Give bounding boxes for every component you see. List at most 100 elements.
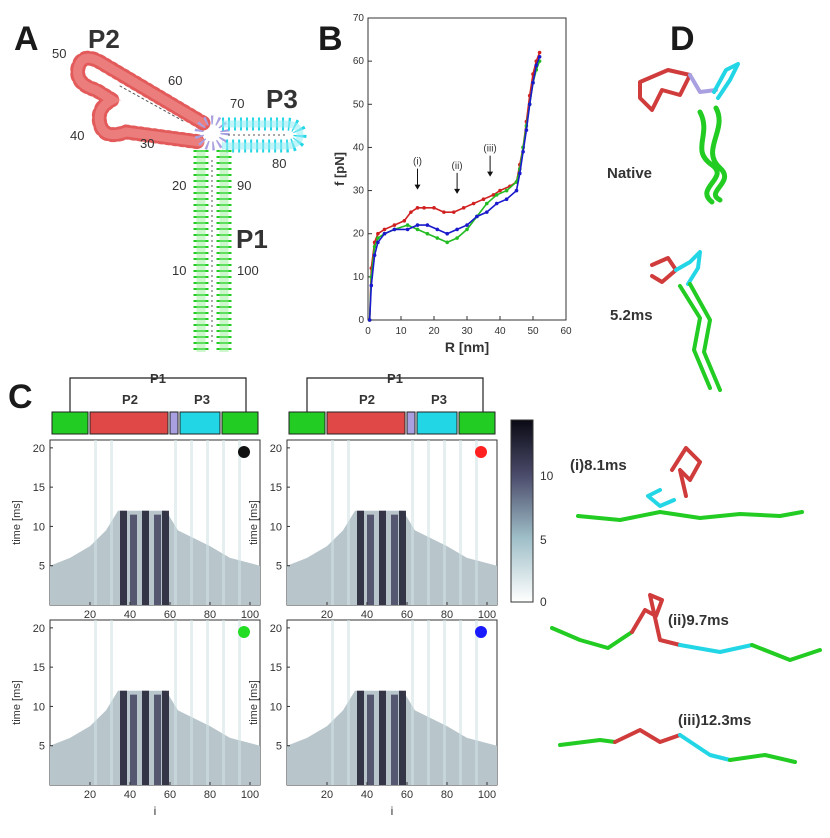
data-point [415,223,420,227]
panel-letter-a: A [14,20,39,58]
contact-stripe [130,514,137,605]
contact-streak [174,620,177,785]
data-point [382,231,387,236]
data-point [455,236,459,240]
data-point [494,193,499,197]
y-tick-label: 5 [39,561,45,573]
annotation-arrowhead [454,188,461,194]
data-point [537,55,542,59]
data-point [409,210,413,214]
domain-segment [416,411,458,435]
y-tick-label: 5 [39,741,45,753]
x-tick-label: 0 [365,326,371,337]
y-axis-label: time [ms] [11,500,23,545]
data-point [498,188,502,193]
x-tick-label: 20 [428,326,440,337]
y-tick-label: 40 [353,142,365,153]
contact-streak [347,620,350,785]
domain-segment [458,411,496,435]
data-point [422,206,426,210]
data-point [435,236,440,240]
snapshot-label-iii: (iii)12.3ms [678,712,751,729]
residue-number: 90 [237,178,251,193]
x-tick-label: 100 [241,609,259,621]
contact-streak [238,440,241,605]
x-tick-label: 40 [361,789,373,801]
trajectory-marker [475,446,487,458]
data-point [405,223,410,227]
data-point [514,188,519,193]
contact-streak [427,620,430,785]
snapshot-label-native: Native [607,165,652,182]
panel-letter-b: B [318,20,343,58]
y-axis-label: f [pN] [332,152,347,186]
data-point [521,149,525,154]
x-tick-label: 100 [478,609,496,621]
x-axis-label: i [391,804,394,818]
data-point [367,318,372,322]
contact-streak [238,620,241,785]
y-tick-label: 10 [33,701,45,713]
x-tick-label: 20 [321,609,333,621]
contact-stripe [130,694,137,785]
data-point [372,244,377,249]
data-point [376,236,380,240]
contact-stripe [162,510,169,605]
snapshot-label-ii: (ii)9.7ms [668,612,729,629]
contact-stripe [142,510,149,605]
y-tick-label: 10 [270,701,282,713]
data-point [537,50,542,55]
contact-streak [110,620,113,785]
x-tick-label: 100 [241,789,259,801]
x-axis-label: i [154,804,157,818]
data-point [415,227,420,232]
annotation-arrowhead [487,171,494,177]
contact-stripe [154,694,161,785]
data-point [485,210,489,214]
bar-label-p3: P3 [431,392,447,407]
contact-streak [222,620,225,785]
annotation-arrowhead [414,184,421,190]
y-tick-label: 70 [353,13,365,24]
data-point [415,206,420,210]
contact-streak [94,440,97,605]
contact-stripe [367,694,374,785]
domain-segment [89,411,169,435]
x-tick-label: 60 [164,609,176,621]
x-tick-label: 40 [494,326,506,337]
data-point [485,201,489,206]
bar-label-p3: P3 [194,392,210,407]
data-point [524,128,529,132]
heatmap-panel: 20 40 60 80 100 5 10 15 20 time [ms] [11,439,261,621]
bar-label-p2: P2 [122,392,138,407]
x-tick-label: 20 [321,789,333,801]
contact-stripe [399,510,406,605]
contact-streak [110,440,113,605]
contact-stripe [154,514,161,605]
contact-streak [459,440,462,605]
data-point [504,188,509,193]
data-point [425,231,430,236]
annotation-label: (i) [413,157,422,168]
residue-number: 20 [172,178,186,193]
data-point [369,283,374,288]
y-tick-label: 20 [270,443,282,455]
contact-stripe [142,690,149,785]
x-tick-label: 10 [395,326,407,337]
x-tick-label: 80 [204,789,216,801]
y-tick-label: 20 [33,623,45,635]
x-tick-label: 80 [441,789,453,801]
x-tick-label: 30 [461,326,473,337]
snapshot-native [638,62,740,205]
domain-segment [179,411,221,435]
contact-streak [475,620,478,785]
heatmap-panel: 20 40 60 80 100 5 10 15 20 time [ms] i [11,619,261,818]
y-tick-label: 20 [33,443,45,455]
data-point [494,201,499,206]
x-tick-label: 20 [84,609,96,621]
domain-segment [169,411,179,435]
residue-number: 80 [272,156,286,171]
